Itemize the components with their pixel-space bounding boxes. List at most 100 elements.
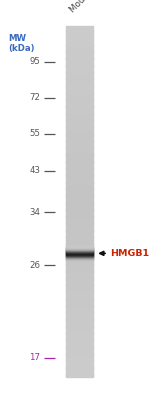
- Bar: [66, 295, 93, 296]
- Bar: [66, 64, 93, 66]
- Bar: [66, 367, 93, 369]
- Bar: [66, 214, 93, 215]
- Bar: [66, 267, 93, 268]
- Bar: [66, 360, 93, 362]
- Bar: [66, 59, 93, 61]
- Bar: [66, 303, 93, 304]
- Bar: [66, 292, 93, 294]
- Bar: [66, 234, 93, 235]
- Bar: [66, 137, 93, 138]
- Bar: [66, 215, 93, 217]
- Bar: [66, 361, 93, 363]
- Text: 95: 95: [30, 57, 40, 66]
- Bar: [66, 318, 93, 320]
- Bar: [66, 122, 93, 124]
- Bar: [66, 34, 93, 35]
- Bar: [66, 47, 93, 48]
- Bar: [66, 325, 93, 327]
- Bar: [66, 229, 93, 231]
- Bar: [66, 221, 93, 223]
- Bar: [66, 222, 93, 224]
- Bar: [66, 145, 93, 146]
- Bar: [66, 254, 93, 255]
- Text: 72: 72: [30, 93, 40, 102]
- Bar: [66, 101, 93, 102]
- Bar: [66, 280, 93, 281]
- Bar: [66, 168, 93, 170]
- Bar: [66, 52, 93, 54]
- Text: 55: 55: [30, 129, 40, 138]
- Bar: [66, 131, 93, 132]
- Bar: [66, 309, 93, 310]
- Bar: [66, 230, 93, 232]
- Bar: [66, 167, 93, 169]
- Bar: [66, 334, 93, 336]
- Bar: [66, 326, 93, 328]
- Bar: [66, 263, 93, 265]
- Bar: [66, 185, 93, 186]
- Bar: [66, 337, 93, 338]
- Bar: [66, 184, 93, 185]
- Bar: [66, 363, 93, 364]
- Bar: [66, 269, 93, 271]
- Bar: [66, 107, 93, 109]
- Bar: [66, 283, 93, 284]
- Bar: [66, 45, 93, 47]
- Bar: [66, 70, 93, 71]
- Bar: [66, 345, 93, 347]
- Bar: [66, 181, 93, 183]
- Bar: [66, 330, 93, 332]
- Bar: [66, 102, 93, 103]
- Bar: [66, 312, 93, 314]
- Bar: [66, 240, 93, 241]
- Bar: [66, 73, 93, 75]
- Bar: [66, 304, 93, 306]
- Bar: [66, 63, 93, 65]
- Bar: [66, 220, 93, 221]
- Bar: [66, 95, 93, 96]
- Bar: [66, 262, 93, 263]
- Bar: [66, 217, 93, 219]
- Bar: [66, 65, 93, 67]
- Bar: [66, 116, 93, 117]
- Bar: [66, 268, 93, 269]
- Bar: [66, 306, 93, 308]
- Bar: [66, 152, 93, 154]
- Bar: [66, 119, 93, 121]
- Bar: [66, 32, 93, 33]
- Bar: [66, 51, 93, 53]
- Bar: [66, 372, 93, 373]
- Bar: [66, 310, 93, 312]
- Bar: [66, 43, 93, 45]
- Bar: [66, 314, 93, 315]
- Bar: [66, 111, 93, 113]
- Bar: [66, 329, 93, 330]
- Bar: [66, 199, 93, 200]
- Bar: [66, 37, 93, 39]
- Bar: [66, 342, 93, 343]
- Bar: [66, 75, 93, 76]
- Bar: [66, 120, 93, 122]
- Bar: [66, 159, 93, 160]
- Bar: [66, 83, 93, 85]
- Bar: [66, 261, 93, 263]
- Bar: [66, 231, 93, 233]
- Bar: [66, 127, 93, 129]
- Bar: [66, 138, 93, 140]
- Bar: [66, 144, 93, 145]
- Bar: [66, 265, 93, 267]
- Bar: [66, 296, 93, 298]
- Bar: [66, 182, 93, 184]
- Bar: [66, 97, 93, 99]
- Bar: [66, 298, 93, 300]
- Bar: [66, 374, 93, 376]
- Bar: [66, 133, 93, 135]
- Bar: [66, 179, 93, 180]
- Bar: [66, 53, 93, 55]
- Bar: [66, 320, 93, 322]
- Bar: [66, 236, 93, 238]
- Bar: [66, 323, 93, 324]
- Bar: [66, 365, 93, 367]
- Bar: [66, 157, 93, 158]
- Bar: [66, 194, 93, 196]
